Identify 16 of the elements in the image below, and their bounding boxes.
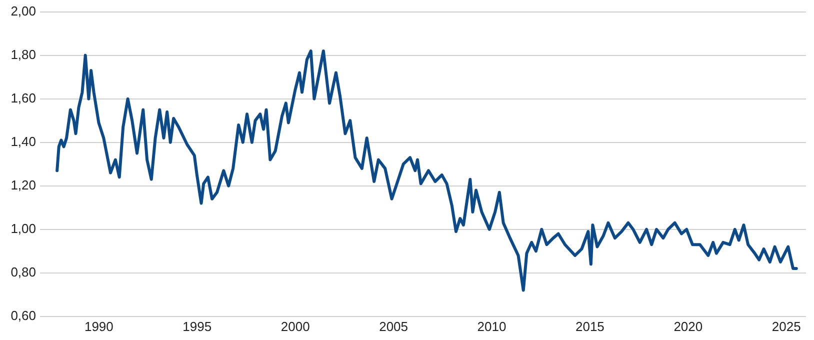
x-tick-label: 2015 <box>575 318 604 334</box>
y-tick-label: 1,60 <box>10 90 36 106</box>
y-tick-label: 1,80 <box>10 46 36 62</box>
y-tick-label: 1,00 <box>10 220 36 236</box>
x-tick-label: 2020 <box>674 318 703 334</box>
x-tick-label: 1990 <box>84 318 114 334</box>
x-tick-label: 2025 <box>772 318 801 334</box>
y-tick-label: 1,40 <box>10 134 36 149</box>
x-tick-label: 2005 <box>379 318 408 334</box>
y-tick-label: 2,00 <box>10 3 36 18</box>
y-tick-label: 0,60 <box>10 308 36 323</box>
x-tick-label: 2000 <box>280 318 310 334</box>
x-tick-label: 1995 <box>182 318 212 334</box>
y-tick-label: 1,20 <box>10 177 36 192</box>
y-tick-label: 0,80 <box>10 264 36 280</box>
x-tick-label: 2010 <box>477 318 506 334</box>
